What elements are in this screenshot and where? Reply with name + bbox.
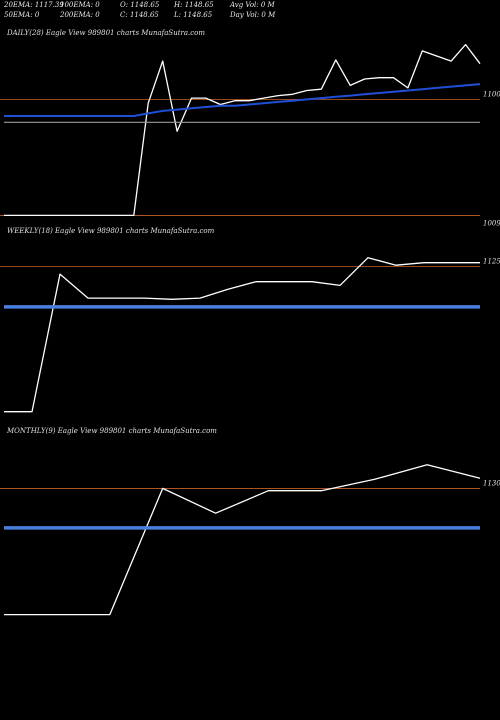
header-high: H: 1148.65 <box>174 1 214 9</box>
weekly-price-line <box>4 257 480 413</box>
header-close: C: 1148.65 <box>120 11 159 19</box>
weekly-panel-title: WEEKLY(18) Eagle View 989801 charts Muna… <box>7 227 215 235</box>
monthly-level-label-0: 1130 <box>483 479 500 487</box>
header-low: L: 1148.65 <box>174 11 213 19</box>
monthly-price-line <box>4 464 481 616</box>
header-ema100: 100EMA: 0 <box>60 1 100 9</box>
header-open: O: 1148.65 <box>120 1 160 9</box>
header-avg-vol: Avg Vol: 0 M <box>230 1 275 9</box>
daily-ema-line <box>4 83 481 117</box>
monthly-panel-title: MONTHLY(9) Eagle View 989801 charts Muna… <box>6 427 217 435</box>
daily-level-label-0: 1100 <box>483 90 500 98</box>
header-ema20: 20EMA: 1117.39 <box>4 1 64 9</box>
daily-panel-title: DAILY(28) Eagle View 989801 charts Munaf… <box>6 29 205 37</box>
daily-price-line <box>4 43 481 217</box>
header-ema50: 50EMA: 0 <box>4 11 40 19</box>
daily-level-label-1: 1009 <box>483 219 500 227</box>
weekly-level-label-0: 1125 <box>483 258 500 266</box>
header-day-vol: Day Vol: 0 M <box>230 11 276 19</box>
header-ema200: 200EMA: 0 <box>60 11 100 19</box>
